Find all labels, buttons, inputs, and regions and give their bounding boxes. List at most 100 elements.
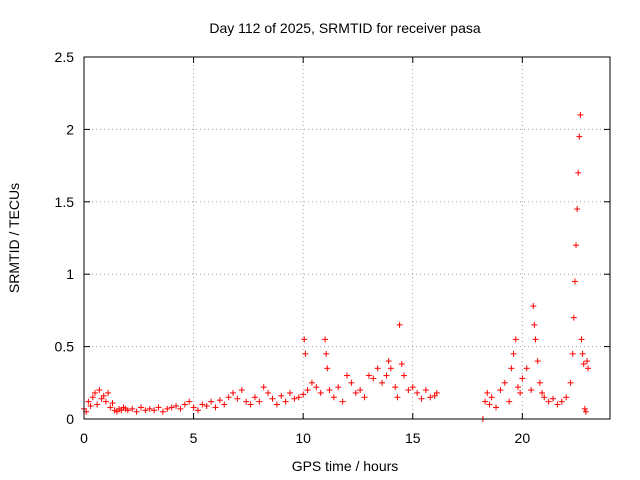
data-point [357, 387, 364, 394]
data-point [575, 169, 582, 176]
data-point [304, 387, 311, 394]
data-point [317, 389, 324, 396]
data-point [517, 389, 524, 396]
data-point [256, 398, 263, 405]
data-point [501, 379, 508, 386]
data-point [392, 384, 399, 391]
data-point [94, 401, 101, 408]
data-point [330, 394, 337, 401]
x-tick-label: 20 [515, 430, 531, 446]
data-point [282, 398, 289, 405]
plot-frame [83, 56, 611, 420]
data-point [484, 389, 491, 396]
x-axis-label: GPS time / hours [292, 458, 399, 474]
data-point [221, 401, 228, 408]
data-point [133, 408, 140, 415]
data-point [105, 389, 112, 396]
data-point [164, 405, 171, 412]
data-point [212, 404, 219, 411]
data-point [96, 387, 103, 394]
data-point [510, 350, 517, 357]
data-point [247, 401, 254, 408]
data-point [323, 350, 330, 357]
data-point [87, 402, 94, 409]
data-point [265, 389, 272, 396]
y-tick-label: 1 [66, 266, 74, 282]
data-point [379, 379, 386, 386]
data-point [514, 384, 521, 391]
data-point [570, 314, 577, 321]
data-point [493, 404, 500, 411]
data-point [512, 336, 519, 343]
data-point [365, 372, 372, 379]
data-point [531, 321, 538, 328]
data-point [567, 379, 574, 386]
grid [84, 57, 610, 419]
data-point [124, 407, 131, 414]
data-point [146, 405, 153, 412]
data-point [497, 387, 504, 394]
data-point [532, 336, 539, 343]
data-point [291, 395, 298, 402]
data-point [433, 389, 440, 396]
data-point [486, 401, 493, 408]
data-point [396, 321, 403, 328]
data-point [301, 336, 308, 343]
data-point [536, 379, 543, 386]
chart-title: Day 112 of 2025, SRMTID for receiver pas… [209, 20, 481, 36]
data-point [361, 394, 368, 401]
data-point [181, 401, 188, 408]
data-point [576, 133, 583, 140]
data-point [100, 392, 107, 399]
data-point [159, 408, 166, 415]
data-point [578, 336, 585, 343]
data-point [302, 350, 309, 357]
data-point [488, 394, 495, 401]
data-point [545, 398, 552, 405]
data-point [137, 404, 144, 411]
data-point [585, 365, 592, 372]
data-point [129, 405, 136, 412]
data-point [199, 401, 206, 408]
data-point [208, 398, 215, 405]
data-point [322, 336, 329, 343]
data-point [335, 384, 342, 391]
y-tick-label: 2.5 [55, 49, 75, 65]
data-point [308, 379, 315, 386]
data-point [554, 401, 561, 408]
data-point [374, 365, 381, 372]
data-point [394, 394, 401, 401]
x-tick-label: 15 [405, 430, 421, 446]
y-tick-label: 2 [66, 121, 74, 137]
data-point [352, 389, 359, 396]
data-point [574, 206, 581, 213]
data-point [558, 398, 565, 405]
data-point [528, 387, 535, 394]
data-point [287, 389, 294, 396]
data-point [414, 389, 421, 396]
data-point [506, 398, 513, 405]
data-point [273, 401, 280, 408]
y-tick-label: 1.5 [55, 194, 75, 210]
data-point [482, 398, 489, 405]
x-tick-label: 5 [190, 430, 198, 446]
data-point [186, 398, 193, 405]
data-point [339, 398, 346, 405]
data-point [571, 278, 578, 285]
data-points [81, 111, 592, 422]
data-point [583, 358, 590, 365]
axis-ticks: 0 5 10 15 20 0 0.5 1 1.5 2 2.5 [55, 49, 610, 446]
data-point [385, 358, 392, 365]
data-point [550, 395, 557, 402]
data-point [387, 365, 394, 372]
y-tick-label: 0 [66, 411, 74, 427]
data-point [194, 407, 201, 414]
data-point [260, 384, 267, 391]
data-point [203, 402, 210, 409]
data-point [398, 360, 405, 367]
data-point [580, 360, 587, 367]
data-point [541, 394, 548, 401]
data-point [577, 111, 584, 118]
data-point [155, 404, 162, 411]
